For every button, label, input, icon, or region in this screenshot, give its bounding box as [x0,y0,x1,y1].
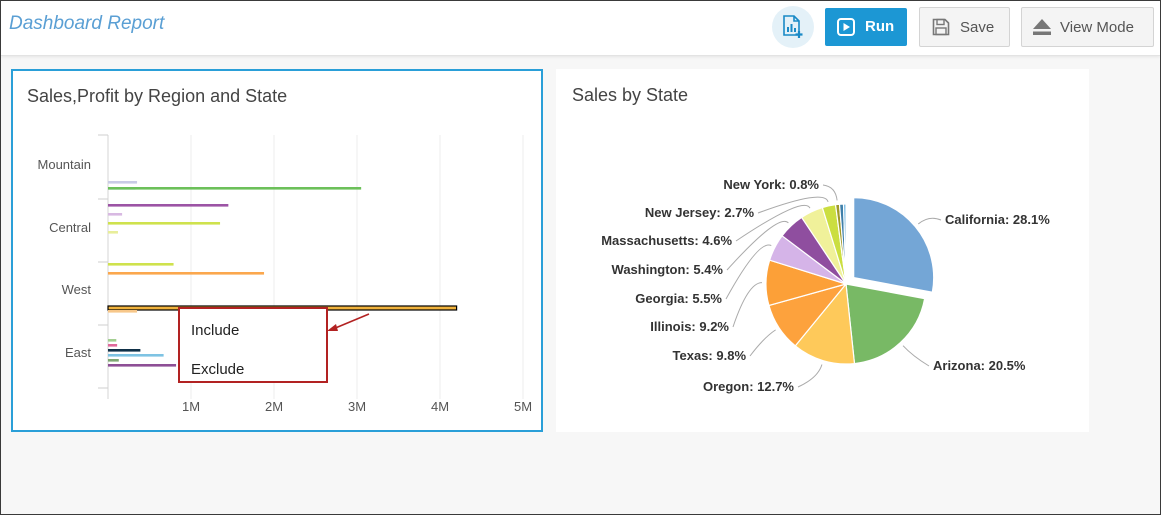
floppy-icon [932,18,950,36]
add-report-button[interactable] [772,6,814,48]
bar[interactable] [108,263,174,266]
left-panel-title: Sales,Profit by Region and State [27,86,288,106]
callout-arrowhead [327,324,338,331]
bar[interactable] [108,222,221,225]
pie-label: Massachusetts: 4.6% [601,233,732,248]
pie-leader-line [797,364,823,388]
view-mode-label: View Mode [1060,19,1134,36]
context-menu: Include Exclude [178,307,328,383]
sales-profit-panel[interactable]: Sales,Profit by Region and State Mountai… [11,69,543,432]
play-icon [837,18,855,36]
pie-leader-line [726,220,789,271]
pie-label: Illinois: 9.2% [650,319,729,334]
bar[interactable] [108,364,177,367]
callout-arrow [332,313,370,330]
pie-label: Washington: 5.4% [612,262,724,277]
run-label: Run [865,18,895,35]
pie-slice[interactable] [845,283,926,365]
pie-slice[interactable] [853,197,935,293]
page-title: Dashboard Report [9,13,165,34]
bar[interactable] [108,339,117,342]
x-tick-label: 3M [348,399,366,414]
category-label-mountain: Mountain [38,157,91,172]
pie-leader-line [749,329,776,357]
sales-by-state-panel[interactable]: Sales by State California: 28.1% Arizona:… [556,69,1089,432]
bar[interactable] [108,231,118,234]
pie-leader-line [822,184,838,201]
category-label-central: Central [49,220,91,235]
pie-leader-line [735,204,811,242]
bar[interactable] [108,354,164,357]
pie-leader-line [917,217,942,225]
pie-label: Texas: 9.8% [673,348,747,363]
save-label: Save [960,19,995,36]
bar[interactable] [108,310,138,313]
view-mode-button[interactable]: View Mode [1021,7,1154,47]
pie-leader-line [902,345,930,367]
header-toolbar: Dashboard Report Run [1,1,1160,56]
x-tick-label: 5M [514,399,532,414]
pie-slice[interactable] [794,282,856,365]
bar[interactable] [108,181,138,184]
x-tick-label: 4M [431,399,449,414]
bar[interactable] [108,359,119,362]
pie-label: New Jersey: 2.7% [645,205,755,220]
pie-label: New York: 0.8% [723,177,819,192]
pie-label: Arizona: 20.5% [933,358,1026,373]
pie-label: Georgia: 5.5% [635,291,722,306]
pie-slice[interactable] [842,203,847,285]
bar[interactable] [108,349,141,352]
exclude-menu-item[interactable]: Exclude [191,361,245,378]
x-tick-label: 1M [182,399,200,414]
pie-leader-line [757,196,829,214]
category-label-east: East [65,345,91,360]
pie-leader-line [725,244,772,300]
save-button[interactable]: Save [919,7,1010,47]
pie-chart: California: 28.1% Arizona: 20.5% Oregon: 1… [601,177,1050,394]
category-label-west: West [62,282,92,297]
right-panel-title: Sales by State [572,85,689,105]
eject-icon [1033,19,1051,35]
pie-leader-line [732,282,763,328]
bar[interactable] [108,213,123,216]
bar[interactable] [108,204,229,207]
include-menu-item[interactable]: Include [191,322,240,339]
pie-label: Oregon: 12.7% [703,379,794,394]
run-button[interactable]: Run [825,8,907,46]
x-tick-label: 2M [265,399,283,414]
add-chart-icon [783,15,803,38]
bar[interactable] [108,187,362,190]
bar[interactable] [108,344,118,347]
bar[interactable] [108,272,265,275]
pie-label: California: 28.1% [945,212,1050,227]
